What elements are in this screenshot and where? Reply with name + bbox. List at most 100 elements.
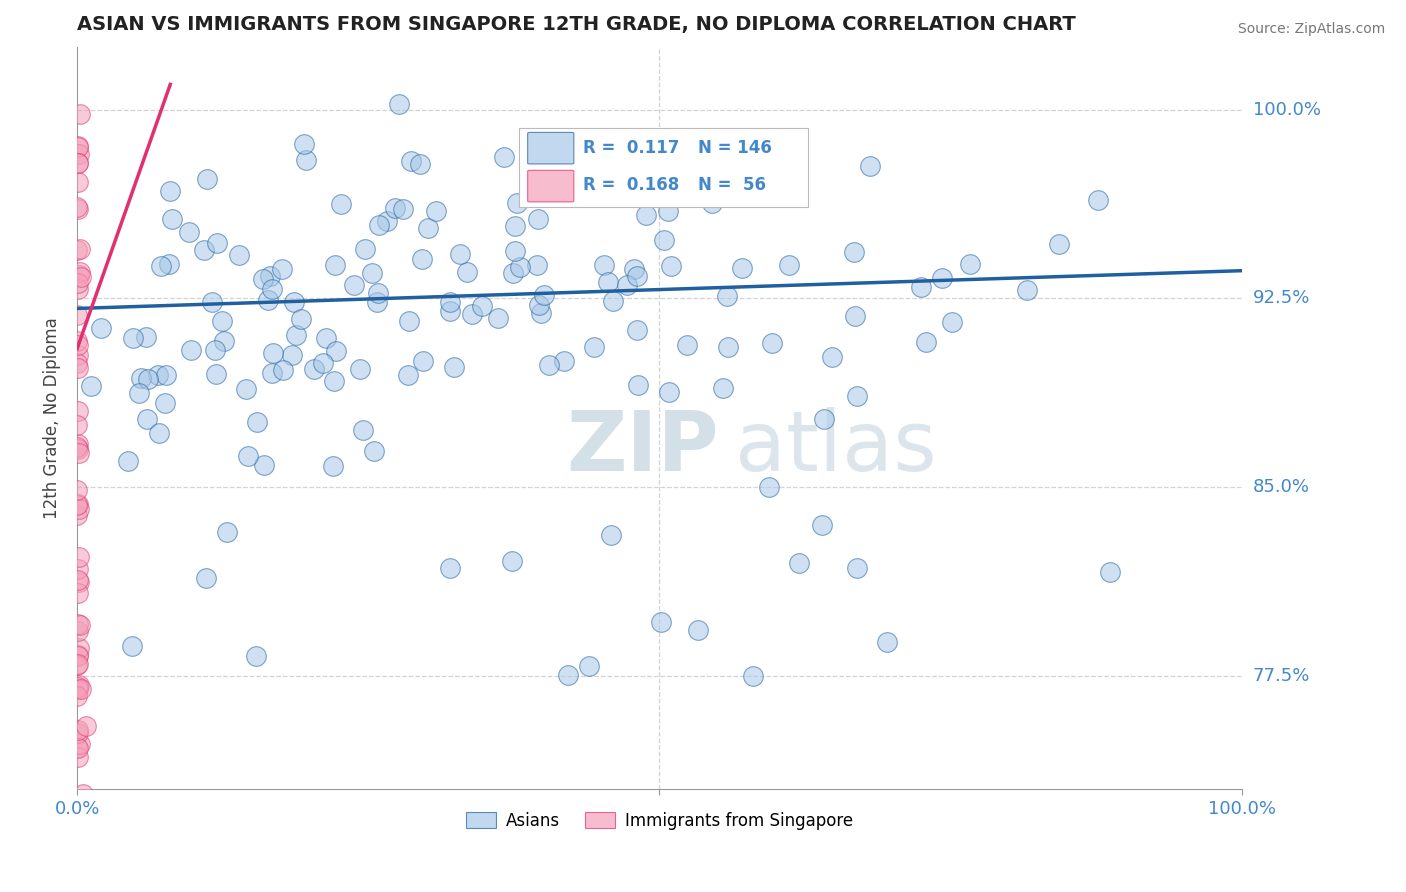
Point: [67, 680, 90, 694]
Point: [194, 571, 217, 585]
Point: [412, 353, 434, 368]
Text: 100.0%: 100.0%: [1253, 101, 1320, 119]
Point: [72, 787, 94, 801]
Point: [66, 441, 89, 455]
Point: [323, 258, 346, 272]
Point: [67, 446, 90, 460]
Y-axis label: 12th Grade, No Diploma: 12th Grade, No Diploma: [44, 317, 60, 519]
Point: [602, 293, 624, 308]
Point: [526, 258, 548, 272]
Point: [66, 681, 89, 696]
Point: [411, 252, 433, 266]
Point: [271, 363, 294, 377]
Point: [537, 358, 560, 372]
Point: [416, 220, 439, 235]
Point: [375, 213, 398, 227]
Point: [582, 340, 605, 354]
Point: [408, 157, 430, 171]
Point: [787, 556, 810, 570]
Point: [149, 260, 172, 274]
Point: [959, 257, 981, 271]
Point: [283, 295, 305, 310]
Point: [128, 385, 150, 400]
Point: [281, 348, 304, 362]
Point: [915, 334, 938, 349]
FancyBboxPatch shape: [527, 132, 574, 164]
Point: [211, 314, 233, 328]
Point: [69, 681, 91, 696]
Point: [67, 617, 90, 632]
Text: Source: ZipAtlas.com: Source: ZipAtlas.com: [1237, 22, 1385, 37]
Point: [876, 635, 898, 649]
Point: [121, 639, 143, 653]
Point: [363, 444, 385, 458]
Point: [67, 282, 90, 296]
Point: [214, 334, 236, 348]
Legend: Asians, Immigrants from Singapore: Asians, Immigrants from Singapore: [458, 805, 859, 837]
Point: [262, 366, 284, 380]
Point: [204, 343, 226, 357]
Point: [160, 212, 183, 227]
Point: [69, 269, 91, 284]
Point: [66, 140, 89, 154]
Point: [67, 501, 90, 516]
Point: [626, 269, 648, 284]
Point: [67, 640, 90, 655]
Point: [67, 678, 90, 692]
Point: [66, 498, 89, 512]
Point: [193, 243, 215, 257]
Point: [69, 265, 91, 279]
Point: [439, 560, 461, 574]
Point: [717, 340, 740, 354]
Point: [66, 201, 89, 215]
Point: [66, 334, 89, 349]
Point: [66, 417, 89, 432]
Point: [66, 586, 89, 600]
Point: [177, 225, 200, 239]
Point: [325, 344, 347, 359]
Point: [66, 741, 89, 756]
Point: [260, 282, 283, 296]
Point: [530, 306, 553, 320]
Point: [527, 212, 550, 227]
Point: [66, 562, 89, 576]
Point: [67, 657, 90, 671]
Point: [761, 336, 783, 351]
Point: [292, 137, 315, 152]
Point: [67, 550, 90, 565]
Point: [315, 331, 337, 345]
Point: [503, 244, 526, 258]
Point: [67, 575, 90, 590]
Point: [859, 159, 882, 173]
Point: [1047, 236, 1070, 251]
Point: [66, 243, 89, 257]
Point: [401, 153, 423, 168]
Point: [758, 480, 780, 494]
Point: [66, 726, 89, 740]
Point: [131, 370, 153, 384]
FancyBboxPatch shape: [527, 170, 574, 202]
Point: [599, 528, 621, 542]
Point: [737, 190, 759, 204]
Point: [159, 184, 181, 198]
Point: [67, 750, 90, 764]
Point: [502, 266, 524, 280]
Text: N =  56: N = 56: [697, 177, 766, 194]
Point: [322, 374, 344, 388]
Point: [675, 338, 697, 352]
Point: [657, 204, 679, 219]
Point: [302, 362, 325, 376]
Point: [66, 202, 89, 217]
Point: [67, 723, 90, 737]
Point: [533, 288, 555, 302]
Point: [439, 294, 461, 309]
Point: [1087, 193, 1109, 207]
Point: [235, 382, 257, 396]
Point: [658, 384, 681, 399]
Point: [623, 262, 645, 277]
Point: [75, 719, 97, 733]
Point: [69, 618, 91, 632]
Point: [155, 368, 177, 382]
Point: [66, 436, 89, 450]
Point: [66, 649, 89, 664]
